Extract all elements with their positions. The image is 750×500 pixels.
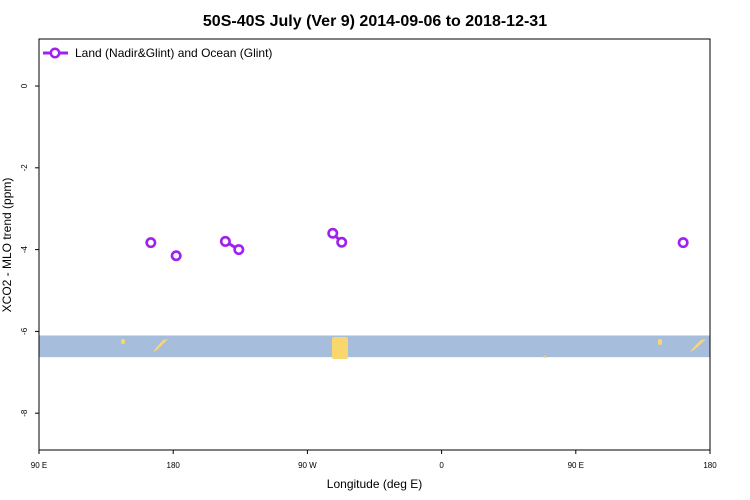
x-axis-label: Longitude (deg E) [327,477,422,491]
x-tick-label: 90 E [568,461,584,470]
legend-label: Land (Nadir&Glint) and Ocean (Glint) [75,46,272,60]
y-axis: 0 -2 -4 -6 -8 [20,83,39,417]
data-point [219,235,231,247]
y-tick-label: -4 [20,246,29,254]
y-tick-label: -6 [20,327,29,335]
y-axis-label: XCO2 - MLO trend (ppm) [0,178,14,313]
y-tick-label: -8 [20,409,29,417]
land-patches [121,337,706,359]
land-patch [332,337,348,359]
land-patch [153,339,168,352]
series-group [145,227,689,262]
data-point [327,227,339,239]
x-tick-label: 90 W [298,461,317,470]
land-patch [543,356,546,358]
y-tick-label: 0 [20,83,29,88]
land-patch [658,339,662,345]
data-point [336,236,348,248]
x-tick-label: 90 E [31,461,47,470]
land-patch [690,339,706,352]
chart-title: 50S-40S July (Ver 9) 2014-09-06 to 2018-… [203,13,547,30]
plot-frame [38,38,711,451]
data-point [233,244,245,256]
land-patch [121,339,125,344]
x-tick-label: 180 [703,461,717,470]
legend: Land (Nadir&Glint) and Ocean (Glint) [43,46,272,60]
y-tick-label: -2 [20,164,29,172]
data-point [170,250,182,262]
x-tick-label: 0 [439,461,444,470]
x-tick-label: 180 [167,461,181,470]
ocean-band [39,335,710,358]
x-axis: 90 E 180 90 W 0 90 E 180 [31,450,717,470]
map-strip [39,335,710,359]
legend-marker [49,47,61,59]
data-point [145,237,157,249]
data-point [677,237,689,249]
